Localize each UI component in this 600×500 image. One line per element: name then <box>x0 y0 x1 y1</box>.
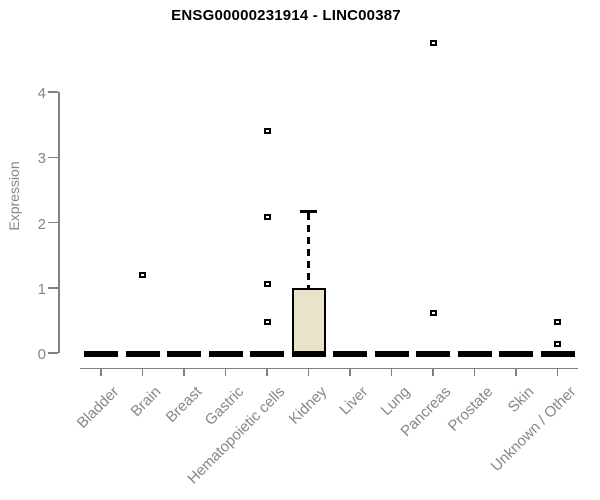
x-tick <box>432 367 434 376</box>
x-tick <box>183 367 185 376</box>
whisker-line <box>307 212 310 288</box>
x-tick <box>307 367 310 376</box>
y-tick <box>48 221 58 224</box>
outlier-point <box>263 214 271 221</box>
y-tick <box>48 287 58 289</box>
outlier-point <box>263 281 271 288</box>
median-bar <box>374 350 409 357</box>
outlier-point <box>554 319 561 326</box>
chart-title: ENSG00000231914 - LINC00387 <box>171 7 401 24</box>
y-tick <box>48 156 58 158</box>
median-bar <box>333 350 367 357</box>
median-bar <box>125 350 160 357</box>
median-bar <box>499 350 533 357</box>
x-tick <box>224 367 227 376</box>
y-tick <box>48 352 58 354</box>
whisker-cap <box>300 210 317 213</box>
y-tick-label: 3 <box>37 150 46 168</box>
outlier-point <box>554 340 561 347</box>
x-tick <box>100 367 102 376</box>
outlier-point <box>429 310 437 317</box>
x-tick <box>390 367 393 376</box>
median-bar <box>167 350 201 357</box>
x-tick <box>266 367 268 376</box>
outlier-point <box>263 318 271 325</box>
median-bar <box>208 350 243 357</box>
x-tick <box>141 367 144 376</box>
outlier-point <box>263 128 271 135</box>
median-bar <box>416 350 450 357</box>
x-tick <box>556 367 559 376</box>
y-tick-label: 4 <box>37 85 46 102</box>
x-axis-line <box>80 367 579 369</box>
box <box>291 287 326 353</box>
median-bar <box>291 350 326 357</box>
median-bar <box>250 350 284 357</box>
x-tick <box>515 367 517 376</box>
x-tick <box>473 367 476 376</box>
median-bar <box>540 350 575 357</box>
y-tick-label: 0 <box>37 346 46 363</box>
outlier-point <box>139 271 146 278</box>
y-tick-label: 2 <box>37 215 46 233</box>
outlier-point <box>429 40 437 47</box>
y-tick <box>48 91 58 93</box>
median-bar <box>457 350 492 357</box>
y-axis-line <box>58 92 60 353</box>
y-tick-label: 1 <box>37 280 46 298</box>
x-tick <box>349 367 351 376</box>
median-bar <box>84 350 118 357</box>
